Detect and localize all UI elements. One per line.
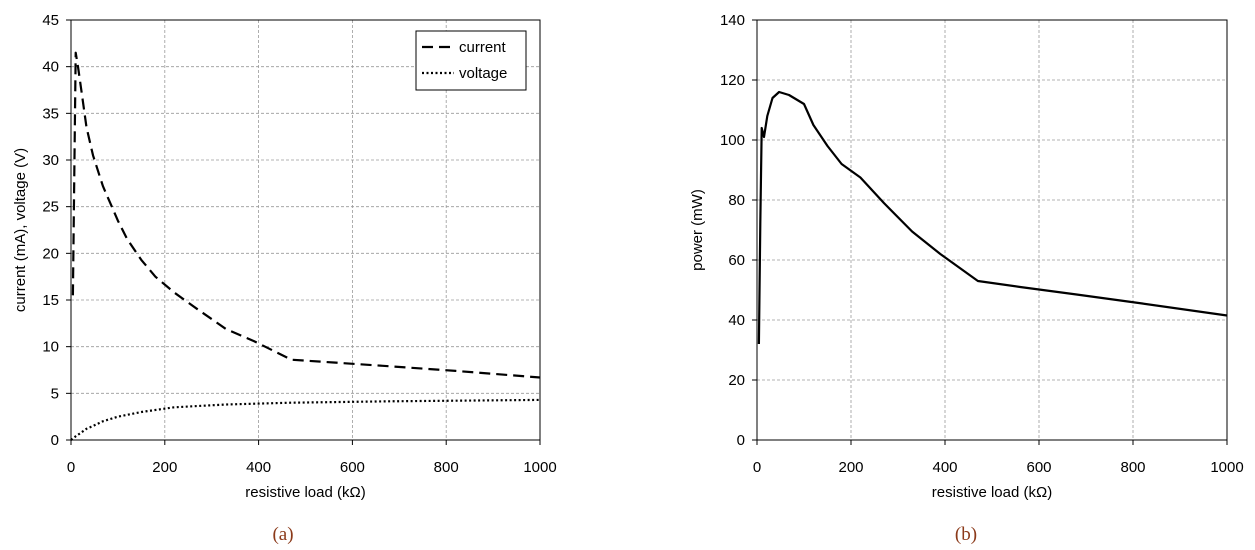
plot-frame <box>756 19 1228 441</box>
y-tick-label: 30 <box>42 152 59 169</box>
x-tick-label: 400 <box>932 459 957 476</box>
plot-frame <box>70 19 541 441</box>
y-axis-label: power (mW) <box>689 189 706 271</box>
y-tick-label: 25 <box>42 199 59 216</box>
chart-panel-a: 0 5 10 15 20 25 30 35 40 45 0 200 400 600 800 1000 resis… <box>12 12 557 501</box>
legend-label-voltage: voltage <box>459 65 507 82</box>
y-axis-label: current (mA), voltage (V) <box>12 148 29 312</box>
y-tick-label: 40 <box>42 59 59 76</box>
x-axis-label: resistive load (kΩ) <box>245 484 365 501</box>
x-tick-label: 800 <box>1120 459 1145 476</box>
series-line-power <box>757 90 1228 345</box>
y-tick-label: 80 <box>728 192 745 209</box>
series-line-voltage <box>70 398 541 441</box>
x-tick-label: 1000 <box>1210 459 1243 476</box>
caption-a: (a) <box>272 524 293 545</box>
y-tick-label: 15 <box>42 292 59 309</box>
y-tick-label: 45 <box>42 12 59 29</box>
y-tick-label: 120 <box>720 72 745 89</box>
series-line-current <box>71 51 541 379</box>
y-tick-label: 100 <box>720 132 745 149</box>
chart-panel-b: 0 20 40 60 80 100 120 140 0 200 400 600 800 1000 resis… <box>689 12 1244 501</box>
y-tick-label: 0 <box>51 432 59 449</box>
x-tick-label: 200 <box>152 459 177 476</box>
y-tick-label: 0 <box>737 432 745 449</box>
y-tick-label: 20 <box>728 372 745 389</box>
x-tick-label: 600 <box>340 459 365 476</box>
x-tick-label: 600 <box>1026 459 1051 476</box>
x-tick-label: 0 <box>67 459 75 476</box>
x-axis-label: resistive load (kΩ) <box>932 484 1052 501</box>
x-tick-label: 1000 <box>523 459 556 476</box>
y-tick-label: 20 <box>42 245 59 262</box>
x-tick-label: 400 <box>246 459 271 476</box>
y-tick-label: 5 <box>51 385 59 402</box>
legend: current voltage <box>415 30 527 91</box>
legend-label-current: current <box>459 39 507 56</box>
y-tick-label: 35 <box>42 105 59 122</box>
x-tick-label: 800 <box>434 459 459 476</box>
y-tick-label: 140 <box>720 12 745 29</box>
y-tick-label: 40 <box>728 312 745 329</box>
caption-b: (b) <box>955 524 977 545</box>
x-tick-label: 0 <box>753 459 761 476</box>
y-tick-label: 60 <box>728 252 745 269</box>
y-tick-label: 10 <box>42 339 59 356</box>
x-tick-label: 200 <box>838 459 863 476</box>
legend-box <box>415 30 527 91</box>
